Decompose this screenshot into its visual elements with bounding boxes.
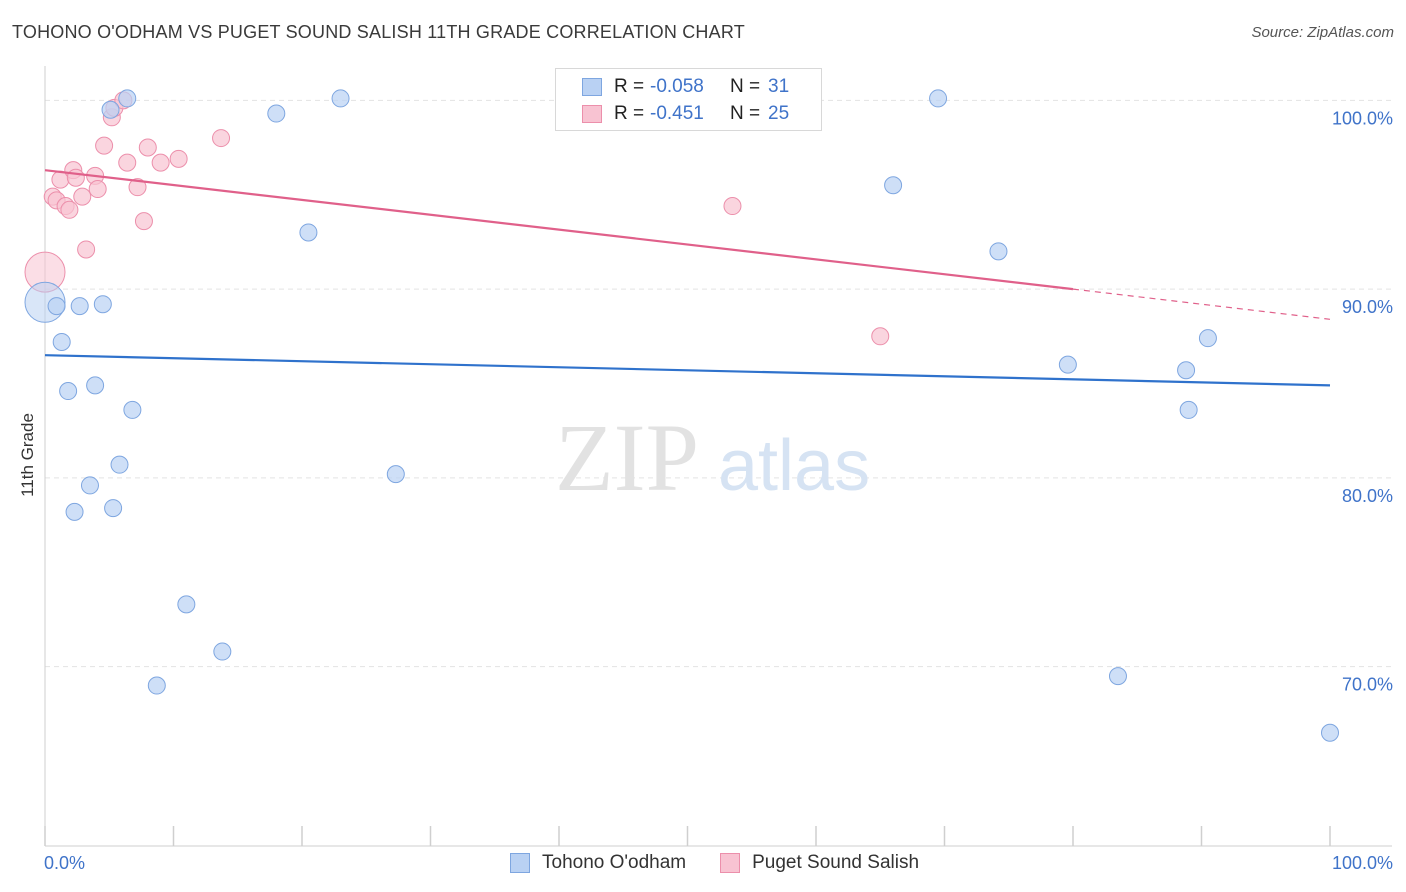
legend-item-puget: Puget Sound Salish bbox=[720, 852, 919, 874]
point-tohono bbox=[59, 382, 78, 401]
y-tick-label: 70.0% bbox=[1342, 675, 1393, 695]
tick-labels: 100.0% 90.0% 80.0% 70.0% 0.0% 100.0% bbox=[44, 108, 1393, 873]
x-tick-label: 100.0% bbox=[1332, 853, 1393, 873]
point-tohono bbox=[65, 502, 84, 521]
legend-label-tohono: Tohono O'odham bbox=[542, 852, 687, 873]
point-puget bbox=[66, 168, 85, 187]
correlation-legend: R = -0.058 N = 31 R = -0.451 N = 25 bbox=[555, 68, 822, 131]
point-tohono bbox=[52, 332, 71, 351]
y-tick-label: 100.0% bbox=[1332, 108, 1393, 128]
point-tohono bbox=[110, 455, 129, 474]
point-tohono bbox=[1058, 355, 1077, 374]
point-puget bbox=[60, 200, 79, 219]
legend-swatch-pink bbox=[720, 853, 741, 873]
legend-row-puget: R = -0.451 N = 25 bbox=[582, 102, 789, 126]
point-tohono bbox=[80, 476, 99, 495]
trend-lines bbox=[44, 169, 1331, 387]
trendline-puget-extension bbox=[1072, 288, 1331, 320]
point-puget bbox=[77, 240, 96, 259]
trendline-tohono bbox=[44, 354, 1331, 387]
watermark-atlas: atlas bbox=[718, 426, 870, 506]
legend-r-label: R = bbox=[614, 76, 645, 97]
point-tohono bbox=[123, 400, 142, 419]
point-tohono bbox=[884, 176, 903, 195]
point-tohono bbox=[929, 89, 948, 108]
point-tohono bbox=[47, 297, 66, 316]
legend-n-label: N = bbox=[730, 103, 761, 124]
point-tohono bbox=[213, 642, 232, 661]
legend-item-tohono: Tohono O'odham bbox=[510, 852, 686, 874]
point-tohono bbox=[101, 100, 120, 119]
point-puget bbox=[134, 212, 153, 231]
point-puget bbox=[128, 178, 147, 197]
y-tick-label: 80.0% bbox=[1342, 486, 1393, 506]
point-tohono bbox=[1177, 361, 1196, 380]
series-tohono-oodham bbox=[24, 89, 1339, 742]
legend-r-label: R = bbox=[614, 103, 645, 124]
series-legend: Tohono O'odham Puget Sound Salish bbox=[510, 852, 953, 874]
legend-n-label: N = bbox=[730, 76, 761, 97]
point-tohono bbox=[177, 595, 196, 614]
y-tick-label: 90.0% bbox=[1342, 297, 1393, 317]
point-tohono bbox=[86, 376, 105, 395]
point-tohono bbox=[989, 242, 1008, 261]
point-tohono bbox=[1198, 329, 1217, 348]
point-puget bbox=[151, 153, 170, 172]
point-puget bbox=[88, 180, 107, 199]
legend-swatch-blue bbox=[582, 78, 602, 96]
point-tohono bbox=[104, 499, 123, 518]
legend-r-value: -0.451 bbox=[650, 103, 704, 124]
point-tohono bbox=[299, 223, 318, 242]
point-tohono bbox=[118, 89, 137, 108]
trendline-puget bbox=[44, 169, 1074, 291]
point-tohono bbox=[386, 465, 405, 484]
point-puget bbox=[723, 197, 742, 216]
x-tick-label: 0.0% bbox=[44, 853, 85, 873]
point-puget bbox=[73, 187, 92, 206]
point-puget bbox=[95, 136, 114, 155]
point-puget bbox=[138, 138, 157, 157]
point-tohono bbox=[93, 295, 112, 314]
legend-swatch-pink bbox=[582, 105, 602, 123]
point-tohono bbox=[1108, 667, 1127, 686]
point-tohono bbox=[70, 297, 89, 316]
source-label: Source: ZipAtlas.com bbox=[1251, 24, 1394, 41]
grid-lines bbox=[45, 99, 1392, 668]
point-puget bbox=[118, 153, 137, 172]
point-tohono bbox=[267, 104, 286, 123]
point-puget bbox=[212, 129, 231, 148]
legend-label-puget: Puget Sound Salish bbox=[752, 852, 920, 873]
point-tohono bbox=[147, 676, 166, 695]
point-tohono bbox=[1321, 723, 1339, 742]
chart-title: TOHONO O'ODHAM VS PUGET SOUND SALISH 11T… bbox=[12, 22, 745, 42]
point-tohono bbox=[1179, 400, 1198, 419]
legend-row-tohono: R = -0.058 N = 31 bbox=[582, 75, 789, 99]
legend-n-value: 31 bbox=[768, 76, 790, 97]
watermark-zip: ZIP bbox=[555, 404, 699, 511]
point-puget bbox=[169, 149, 188, 168]
point-tohono bbox=[331, 89, 350, 108]
legend-swatch-blue bbox=[510, 853, 530, 873]
axes bbox=[44, 66, 1392, 847]
point-puget bbox=[871, 327, 890, 346]
legend-r-value: -0.058 bbox=[650, 76, 704, 97]
legend-n-value: 25 bbox=[768, 103, 790, 124]
